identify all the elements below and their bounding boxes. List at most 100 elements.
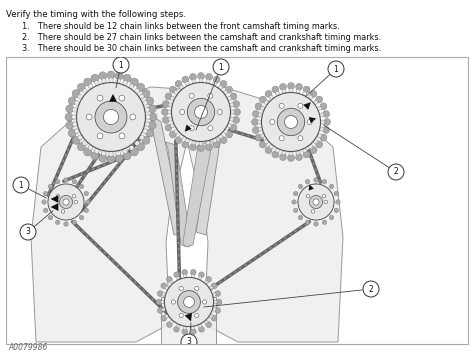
Circle shape	[165, 286, 168, 290]
Circle shape	[123, 152, 131, 160]
Circle shape	[123, 80, 128, 85]
Circle shape	[139, 94, 144, 99]
Circle shape	[181, 334, 197, 350]
Circle shape	[309, 95, 313, 99]
Circle shape	[303, 86, 310, 93]
Circle shape	[172, 82, 230, 142]
Circle shape	[175, 80, 182, 87]
Circle shape	[310, 195, 323, 209]
Circle shape	[180, 109, 185, 115]
Circle shape	[191, 274, 194, 278]
Polygon shape	[183, 142, 211, 247]
Circle shape	[205, 320, 208, 324]
Circle shape	[168, 103, 172, 107]
Circle shape	[230, 93, 237, 100]
Circle shape	[13, 177, 29, 193]
Circle shape	[163, 101, 169, 107]
Circle shape	[259, 141, 266, 148]
Circle shape	[255, 134, 262, 141]
Circle shape	[202, 300, 207, 304]
Circle shape	[170, 320, 173, 324]
Circle shape	[103, 109, 118, 125]
Circle shape	[162, 293, 165, 296]
Circle shape	[228, 124, 232, 128]
Circle shape	[72, 115, 76, 119]
Circle shape	[336, 200, 340, 204]
Text: 1: 1	[219, 63, 223, 72]
Circle shape	[64, 178, 68, 182]
Circle shape	[94, 149, 99, 154]
Circle shape	[260, 134, 264, 138]
Circle shape	[86, 200, 90, 204]
Circle shape	[82, 88, 87, 93]
Circle shape	[148, 121, 156, 129]
Circle shape	[314, 140, 318, 144]
Circle shape	[170, 280, 173, 284]
Circle shape	[42, 200, 46, 204]
Circle shape	[322, 194, 326, 198]
Circle shape	[262, 92, 320, 152]
Circle shape	[198, 144, 204, 152]
Circle shape	[288, 155, 294, 161]
Circle shape	[183, 274, 187, 278]
Circle shape	[113, 57, 129, 73]
Circle shape	[206, 322, 211, 327]
Circle shape	[289, 152, 293, 156]
Circle shape	[305, 179, 310, 184]
Circle shape	[84, 148, 91, 156]
Circle shape	[231, 110, 235, 114]
Circle shape	[213, 81, 217, 86]
Circle shape	[61, 210, 64, 213]
Circle shape	[303, 151, 310, 158]
Circle shape	[79, 215, 84, 220]
Circle shape	[20, 224, 36, 240]
Circle shape	[123, 149, 128, 154]
Circle shape	[289, 88, 293, 92]
Circle shape	[74, 200, 78, 204]
Circle shape	[77, 143, 85, 151]
Circle shape	[324, 200, 328, 204]
Circle shape	[260, 106, 264, 110]
Circle shape	[135, 88, 139, 93]
Circle shape	[334, 192, 338, 196]
Circle shape	[171, 124, 174, 128]
Circle shape	[318, 134, 321, 138]
Circle shape	[145, 107, 150, 112]
Circle shape	[119, 95, 125, 101]
Circle shape	[179, 313, 183, 318]
Circle shape	[95, 101, 127, 133]
Circle shape	[44, 192, 48, 196]
Circle shape	[265, 90, 272, 97]
Text: A0079986: A0079986	[8, 343, 47, 352]
Circle shape	[210, 286, 213, 290]
Circle shape	[156, 299, 162, 305]
Bar	[161, 297, 216, 344]
Circle shape	[48, 184, 53, 189]
Circle shape	[298, 136, 303, 141]
Circle shape	[305, 220, 310, 224]
Bar	[6, 57, 468, 344]
Circle shape	[164, 278, 214, 327]
Circle shape	[107, 71, 115, 79]
Circle shape	[174, 130, 178, 134]
Circle shape	[56, 194, 60, 198]
Circle shape	[259, 96, 266, 103]
Circle shape	[310, 90, 317, 97]
Circle shape	[298, 103, 303, 108]
Circle shape	[328, 61, 344, 77]
Circle shape	[280, 84, 286, 90]
Circle shape	[84, 78, 91, 86]
Circle shape	[146, 115, 150, 119]
Circle shape	[173, 326, 179, 332]
Circle shape	[115, 72, 123, 80]
Circle shape	[213, 59, 229, 75]
Circle shape	[55, 220, 60, 224]
Circle shape	[314, 100, 318, 104]
Circle shape	[277, 108, 305, 136]
Circle shape	[275, 91, 279, 96]
Circle shape	[142, 90, 150, 98]
Circle shape	[115, 154, 123, 162]
Circle shape	[78, 135, 82, 140]
Circle shape	[88, 84, 93, 88]
Circle shape	[329, 215, 334, 220]
